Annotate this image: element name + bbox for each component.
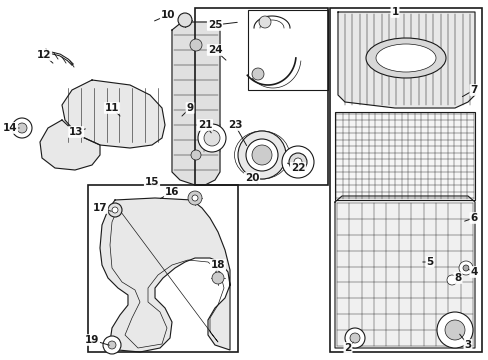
Text: 10: 10 bbox=[161, 10, 175, 20]
Circle shape bbox=[288, 153, 306, 171]
Circle shape bbox=[112, 207, 118, 213]
Circle shape bbox=[245, 139, 278, 171]
Circle shape bbox=[17, 123, 27, 133]
Circle shape bbox=[436, 312, 472, 348]
Text: 9: 9 bbox=[186, 103, 193, 113]
Circle shape bbox=[238, 131, 285, 179]
Ellipse shape bbox=[375, 44, 435, 72]
Text: 21: 21 bbox=[197, 120, 212, 130]
Bar bbox=[329, 8, 481, 352]
Text: 23: 23 bbox=[227, 120, 242, 130]
Ellipse shape bbox=[365, 38, 445, 78]
Text: 17: 17 bbox=[93, 203, 107, 213]
Bar bbox=[195, 8, 327, 185]
Text: 3: 3 bbox=[464, 340, 470, 350]
Text: 4: 4 bbox=[469, 267, 477, 277]
Circle shape bbox=[293, 158, 302, 166]
Circle shape bbox=[190, 39, 202, 51]
Circle shape bbox=[178, 13, 192, 27]
Circle shape bbox=[108, 203, 122, 217]
Text: 20: 20 bbox=[244, 173, 259, 183]
Text: 14: 14 bbox=[2, 123, 17, 133]
Circle shape bbox=[462, 265, 468, 271]
Circle shape bbox=[192, 195, 198, 201]
Polygon shape bbox=[100, 198, 229, 352]
Text: 12: 12 bbox=[37, 50, 51, 60]
Circle shape bbox=[108, 341, 116, 349]
Text: 6: 6 bbox=[469, 213, 477, 223]
Polygon shape bbox=[334, 196, 474, 348]
Circle shape bbox=[446, 275, 456, 285]
Circle shape bbox=[191, 150, 201, 160]
Circle shape bbox=[345, 328, 364, 348]
Circle shape bbox=[187, 191, 202, 205]
Circle shape bbox=[251, 68, 264, 80]
Text: 13: 13 bbox=[69, 127, 83, 137]
Text: 15: 15 bbox=[144, 177, 159, 187]
Bar bbox=[88, 185, 238, 352]
Text: 11: 11 bbox=[104, 103, 119, 113]
Text: 18: 18 bbox=[210, 260, 225, 270]
Text: 2: 2 bbox=[344, 343, 351, 353]
Polygon shape bbox=[40, 120, 100, 170]
Text: 19: 19 bbox=[84, 335, 99, 345]
Circle shape bbox=[203, 130, 220, 146]
Text: 16: 16 bbox=[164, 187, 179, 197]
Circle shape bbox=[103, 336, 121, 354]
Circle shape bbox=[12, 118, 32, 138]
Text: 1: 1 bbox=[390, 7, 398, 17]
Text: 8: 8 bbox=[453, 273, 461, 283]
Circle shape bbox=[198, 124, 225, 152]
Circle shape bbox=[349, 333, 359, 343]
Circle shape bbox=[282, 146, 313, 178]
Circle shape bbox=[444, 320, 464, 340]
Bar bbox=[334, 112, 474, 200]
Text: 24: 24 bbox=[207, 45, 222, 55]
Polygon shape bbox=[62, 80, 164, 148]
Text: 25: 25 bbox=[207, 20, 222, 30]
Polygon shape bbox=[172, 22, 220, 185]
Circle shape bbox=[458, 261, 472, 275]
Circle shape bbox=[259, 16, 270, 28]
Circle shape bbox=[212, 272, 224, 284]
Text: 22: 22 bbox=[290, 163, 305, 173]
Circle shape bbox=[251, 145, 271, 165]
Text: 5: 5 bbox=[426, 257, 433, 267]
Text: 7: 7 bbox=[469, 85, 477, 95]
Bar bbox=[247, 10, 327, 90]
Polygon shape bbox=[337, 12, 474, 108]
